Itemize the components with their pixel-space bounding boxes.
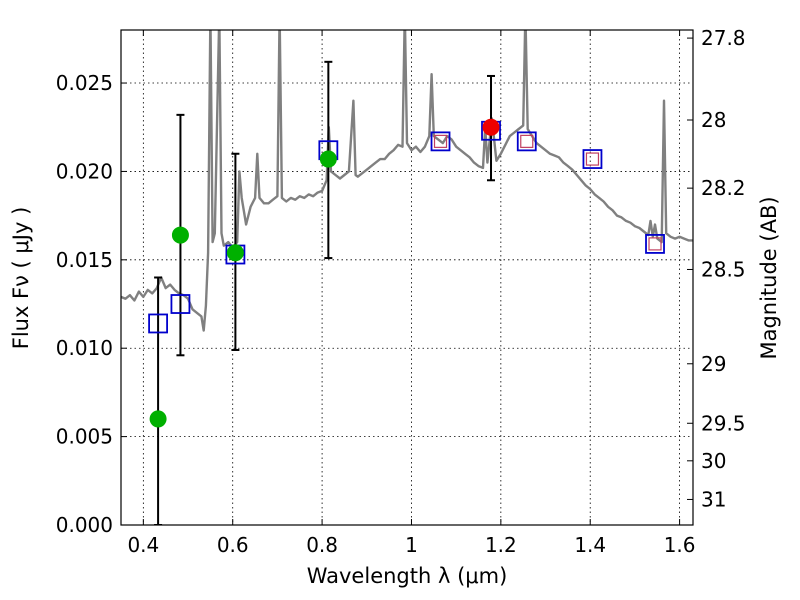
x-tick-label: 0.8 <box>306 533 338 557</box>
photometry-square-marker <box>148 313 168 334</box>
y-tick-label: 0.025 <box>56 71 113 95</box>
x-tick-label: 1.6 <box>664 533 696 557</box>
photometry-square-marker <box>430 131 451 152</box>
y-tick-label: 0.015 <box>56 248 113 272</box>
photometry-circle-marker <box>226 244 244 262</box>
right-tick-label: 28 <box>701 108 726 132</box>
model-spectrum-line <box>121 30 693 332</box>
model-square-marker <box>585 152 600 166</box>
plot-area <box>121 30 693 525</box>
axis-ticks: 0.4 0.6 0.8 1 1.2 1.4 1.6 0.000 0.005 0.010 0.015 0… <box>56 26 746 557</box>
right-tick-label: 28.5 <box>701 257 746 281</box>
photometry-square-marker <box>516 131 537 152</box>
y-right-axis-title: Magnitude (AB) <box>757 196 781 359</box>
right-tick-label: 28.2 <box>701 176 746 200</box>
photometry-square-marker <box>645 234 665 254</box>
model-square-marker <box>648 237 662 251</box>
photometry-square-marker <box>170 294 191 314</box>
model-square-marker <box>433 134 448 148</box>
photometry-square-marker <box>582 149 603 169</box>
y-tick-label: 0.000 <box>56 513 113 537</box>
y-tick-label: 0.010 <box>56 336 113 360</box>
photometry-circle-marker <box>319 150 337 168</box>
x-tick-label: 1.2 <box>485 533 517 557</box>
right-tick-label: 30 <box>701 449 726 473</box>
y-axis-title: Flux Fν ( μJy ) <box>9 207 33 350</box>
x-tick-label: 1.4 <box>574 533 606 557</box>
model-square-marker <box>520 134 534 148</box>
right-tick-label: 29 <box>701 352 726 376</box>
y-tick-label: 0.005 <box>56 425 113 449</box>
y-tick-label: 0.020 <box>56 159 113 183</box>
photometry-circle-marker <box>482 118 500 136</box>
x-tick-label: 0.4 <box>127 533 159 557</box>
x-axis-title: Wavelength λ (μm) <box>307 564 508 588</box>
right-tick-label: 31 <box>701 487 726 511</box>
plot-frame <box>120 29 694 526</box>
right-tick-label: 27.8 <box>701 26 746 50</box>
photometry-circle-marker <box>171 226 189 244</box>
x-tick-label: 1 <box>405 533 418 557</box>
right-tick-label: 29.5 <box>701 411 746 435</box>
photometry-circle-marker <box>149 410 167 428</box>
x-tick-label: 0.6 <box>217 533 249 557</box>
